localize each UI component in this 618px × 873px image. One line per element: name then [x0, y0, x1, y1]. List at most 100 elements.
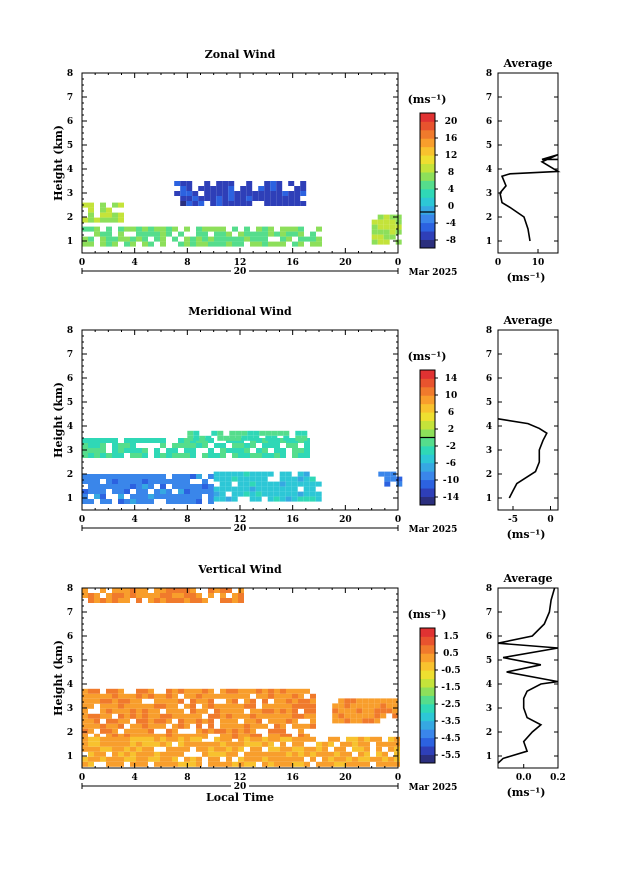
panel-3-heatmap-cell-1: [226, 751, 232, 757]
panel-3-heatmap-cell-0: [166, 718, 172, 724]
panel-2-heatmap-cell-2: [106, 479, 112, 484]
panel-3-y-tick-label: 2: [67, 728, 73, 738]
panel-3-heatmap-cell-1: [268, 746, 274, 752]
panel-3-heatmap-cell-1: [196, 746, 202, 752]
panel-3-heatmap-cell-1: [154, 761, 160, 767]
panel-3-heatmap-cell-3: [368, 718, 375, 724]
panel-3-heatmap-cell-0: [184, 733, 190, 739]
panel-2-heatmap-cell-3: [261, 491, 268, 497]
panel-1-heatmap-cell-1: [82, 236, 88, 242]
panel-2-heatmap-cell-2: [88, 499, 94, 504]
panel-2-heatmap-cell-2: [148, 484, 154, 489]
panel-3-heatmap-cell-0: [154, 733, 160, 739]
panel-2-heatmap-cell-2: [136, 499, 142, 504]
panel-3-heatmap-cell-0: [310, 698, 316, 704]
panel-1-heatmap-cell-1: [106, 236, 112, 242]
panel-2-heatmap-cell-2: [160, 494, 166, 499]
panel-3-heatmap-cell-0: [190, 708, 196, 714]
panel-1-heatmap-cell-1: [202, 231, 208, 237]
panel-2-heatmap-cell-2: [160, 489, 166, 494]
panel-3-heatmap-cell-3: [338, 713, 345, 719]
panel-2-heatmap-cell-1: [283, 430, 290, 436]
panel-3-heatmap-cell-1: [286, 756, 292, 762]
panel-2-heatmap-cell-2: [142, 479, 148, 484]
panel-1-heatmap-cell-1: [250, 241, 256, 247]
panel-3-heatmap-cell-0: [232, 723, 238, 729]
panel-2-heatmap-cell-2: [124, 489, 130, 494]
panel-3-heatmap-cell-0: [292, 723, 298, 729]
panel-3-heatmap-cell-0: [142, 708, 148, 714]
panel-2-heatmap-cell-2: [196, 499, 202, 504]
panel-3-heatmap-cell-0: [262, 698, 268, 704]
panel-2-heatmap-cell-0: [190, 443, 196, 448]
panel-3-heatmap-cell-0: [196, 708, 202, 714]
panel-3-heatmap-cell-1: [94, 756, 100, 762]
panel-1-heatmap-cell-2: [234, 201, 241, 206]
panel-2-heatmap-cell-3: [213, 491, 220, 497]
panel-3-heatmap-cell-0: [196, 688, 202, 694]
panel-3-heatmap-cell-0: [142, 703, 148, 709]
panel-1-colorbar-tick-label: 4: [448, 185, 454, 195]
panel-3-heatmap-cell-1: [370, 736, 376, 742]
panel-3-heatmap-cell-1: [148, 751, 154, 757]
panel-3-heatmap-cell-0: [148, 723, 154, 729]
panel-1-heatmap-cell-2: [270, 201, 277, 206]
panel-3-heatmap-cell-0: [268, 718, 274, 724]
panel-1-colorbar-swatch: [420, 129, 435, 139]
panel-1-heatmap-cell-1: [220, 226, 226, 232]
panel-3-heatmap-cell-1: [214, 751, 220, 757]
panel-1-heatmap-cell-1: [178, 231, 184, 237]
panel-3-heatmap-cell-0: [166, 688, 172, 694]
panel-2-heatmap-cell-2: [100, 494, 106, 499]
panel-2-heatmap-cell-2: [106, 474, 112, 479]
panel-3-heatmap-cell-0: [106, 688, 112, 694]
panel-2-heatmap-cell-2: [112, 489, 118, 494]
panel-1-heatmap-cell-1: [154, 236, 160, 242]
panel-2-heatmap-cell-1: [187, 430, 194, 436]
panel-2-heatmap-cell-0: [244, 443, 250, 448]
panel-1-heatmap-cell-2: [186, 201, 193, 206]
panel-1-heatmap-cell-3: [371, 219, 378, 225]
panel-1-heatmap-cell-2: [192, 201, 199, 206]
panel-2-heatmap-cell-3: [249, 486, 256, 492]
panel-2-heatmap-cell-3: [309, 481, 316, 487]
panel-3-colorbar-swatch: [420, 746, 435, 755]
panel-3-heatmap-cell-1: [256, 751, 262, 757]
panel-2-average-frame: [497, 329, 559, 511]
panel-1-heatmap-cell-1: [202, 226, 208, 232]
panel-3-heatmap-cell-0: [226, 723, 232, 729]
panel-2-heatmap-cell-1: [193, 430, 200, 436]
panel-3-heatmap-cell-1: [178, 761, 184, 767]
panel-2-colorbar-swatch: [420, 370, 435, 379]
panel-3-heatmap-cell-2: [190, 588, 196, 593]
panel-3-heatmap-cell-3: [338, 703, 345, 709]
panel-3-heatmap-cell-2: [136, 588, 142, 593]
panel-3-heatmap-cell-1: [100, 736, 106, 742]
panel-2-heatmap-cell-3: [297, 471, 304, 477]
panel-1-heatmap-cell-0: [106, 207, 112, 213]
panel-3-heatmap-cell-0: [238, 713, 244, 719]
panel-2-heatmap-cell-2: [184, 474, 190, 479]
panel-3-heatmap-cell-0: [310, 713, 316, 719]
panel-3-colorbar-swatch: [420, 754, 435, 764]
panel-1-heatmap-cell-2: [186, 186, 193, 191]
panel-3-heatmap-cell-1: [352, 761, 358, 767]
panel-3-heatmap-cell-0: [274, 693, 280, 699]
panel-1-heatmap-cell-2: [210, 201, 217, 206]
panel-1-heatmap-cell-2: [300, 191, 307, 196]
panel-2-heatmap-cell-3: [213, 476, 220, 482]
panel-3-average-y-tick-label: 7: [486, 608, 492, 618]
panel-1-heatmap-cell-2: [216, 201, 223, 206]
panel-3-heatmap-cell-0: [100, 698, 106, 704]
panel-3-heatmap-cell-1: [190, 736, 196, 742]
panel-3-heatmap-cell-1: [148, 741, 154, 747]
panel-1-heatmap-cell-2: [198, 201, 205, 206]
panel-3-heatmap-cell-0: [286, 708, 292, 714]
panel-3-heatmap-cell-0: [262, 723, 268, 729]
panel-2-average-y-tick-label: 2: [486, 470, 492, 480]
panel-2-heatmap-cell-1: [235, 435, 242, 441]
panel-1-x-tick-label: 8: [184, 258, 190, 268]
panel-3-heatmap-cell-0: [304, 703, 310, 709]
panel-1-heatmap-cell-0: [112, 212, 118, 218]
panel-3-heatmap-cell-0: [280, 703, 286, 709]
